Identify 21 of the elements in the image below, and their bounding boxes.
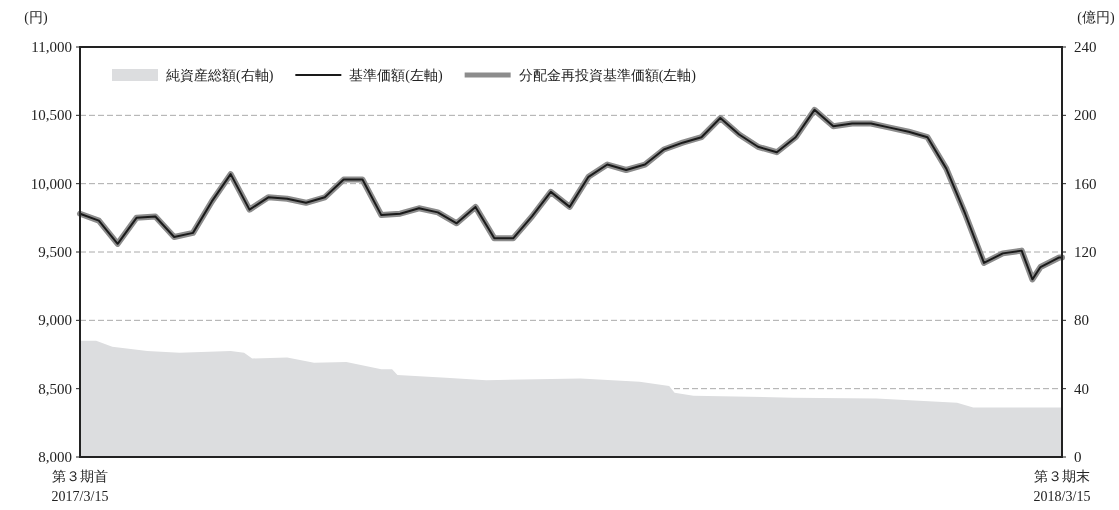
y-tick-label: 8,000 (38, 449, 72, 465)
x-tick-label: 第３期首 2017/3/15 (51, 469, 109, 504)
y2-tick-label: 160 (1074, 175, 1097, 192)
legend-label: 純資産総額(右軸) (166, 68, 274, 84)
y-axis-title: (円) (24, 10, 48, 26)
y2-tick-label: 120 (1074, 244, 1097, 260)
y2-tick-label: 200 (1074, 107, 1097, 124)
y-tick-label: 8,500 (38, 380, 72, 397)
y2-tick-label: 240 (1074, 39, 1097, 55)
x-tick-label: 第３期末 2018/3/15 (1033, 469, 1091, 504)
y-tick-label: 11,000 (31, 39, 72, 55)
y2-tick-label: 80 (1074, 312, 1089, 329)
y2-tick-label: 0 (1074, 449, 1082, 465)
y2-tick-label: 40 (1074, 380, 1089, 397)
y-tick-label: 10,000 (30, 175, 72, 192)
legend-label: 基準価額(左軸) (349, 68, 443, 84)
legend-label: 分配金再投資基準価額(左軸) (518, 68, 697, 84)
y-tick-label: 9,000 (38, 312, 72, 329)
y2-axis-title: (億円) (1077, 10, 1115, 26)
y-tick-label: 9,500 (38, 244, 72, 260)
y-tick-label: 10,500 (30, 107, 72, 124)
